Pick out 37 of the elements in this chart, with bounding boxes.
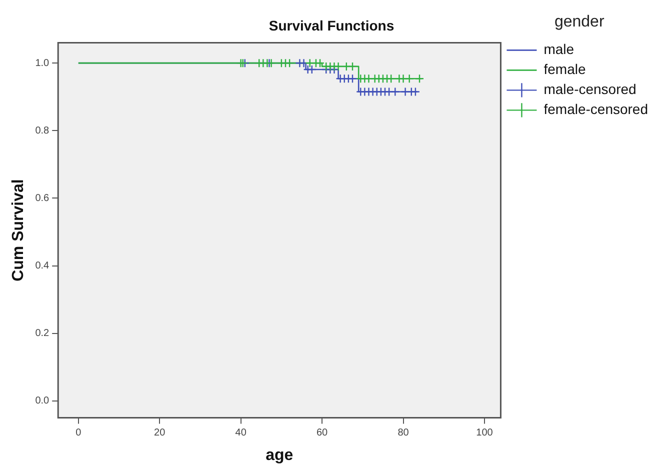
point (305, 58, 314, 68)
point (364, 74, 374, 84)
point (404, 74, 414, 84)
point (342, 62, 352, 72)
legend-label: female (544, 61, 586, 78)
legend-title: gender (554, 13, 605, 30)
point (307, 64, 316, 74)
chart-title: Survival Functions (268, 17, 394, 34)
legend-label: male (544, 41, 574, 58)
x-tick-label: 20 (154, 428, 166, 439)
legend-label: male-censored (544, 81, 636, 98)
x-axis-title: age (266, 446, 294, 464)
point (384, 87, 394, 96)
y-tick-label: 0.6 (35, 192, 50, 204)
y-axis-title: Cum Survival (10, 179, 28, 282)
y-tick-label: 0.4 (35, 260, 50, 272)
point (284, 58, 294, 68)
point (398, 74, 408, 84)
x-tick-label: 80 (398, 428, 410, 439)
point (390, 87, 400, 96)
point (386, 74, 396, 84)
x-tick-label: 60 (316, 428, 328, 439)
y-tick-label: 0.2 (35, 328, 50, 340)
x-tick-label: 100 (476, 428, 494, 439)
y-tick-label: 0.0 (35, 396, 50, 407)
point (414, 74, 424, 84)
point (348, 74, 358, 84)
y-tick-label: 1.0 (35, 58, 50, 69)
y-tick-label: 0.8 (35, 125, 50, 136)
point (348, 62, 358, 72)
legend-label: female-censored (544, 101, 648, 118)
point (410, 87, 420, 96)
point (400, 87, 410, 96)
x-tick-label: 0 (76, 428, 82, 439)
point (334, 62, 343, 72)
x-tick-label: 40 (235, 428, 247, 439)
point (236, 58, 246, 68)
